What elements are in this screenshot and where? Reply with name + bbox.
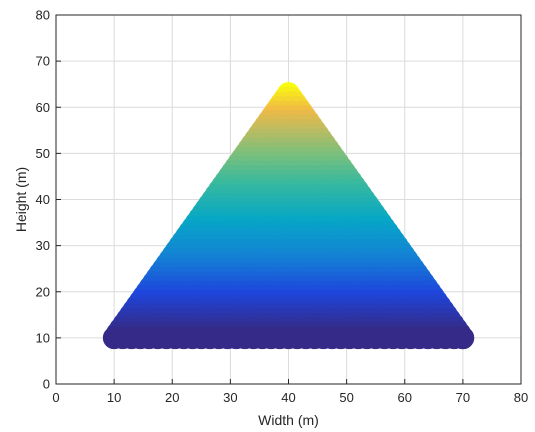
y-tick-label: 60 bbox=[36, 100, 50, 115]
y-axis-ticks: 0 10 20 30 40 50 60 70 80 bbox=[36, 8, 61, 392]
x-tick-label: 0 bbox=[52, 390, 59, 405]
x-tick-label: 50 bbox=[339, 390, 353, 405]
x-tick-label: 70 bbox=[456, 390, 470, 405]
y-tick-label: 40 bbox=[36, 192, 50, 207]
y-axis-label: Height (m) bbox=[13, 167, 29, 232]
x-tick-label: 80 bbox=[514, 390, 528, 405]
y-tick-label: 80 bbox=[36, 8, 50, 23]
y-tick-label: 0 bbox=[43, 377, 50, 392]
x-axis-label: Width (m) bbox=[258, 412, 319, 428]
x-tick-label: 20 bbox=[165, 390, 179, 405]
x-axis-ticks: 0 10 20 30 40 50 60 70 80 bbox=[52, 379, 528, 405]
scatter-points bbox=[102, 82, 475, 350]
x-tick-label: 10 bbox=[107, 390, 121, 405]
y-tick-label: 50 bbox=[36, 146, 50, 161]
x-tick-label: 40 bbox=[281, 390, 295, 405]
y-tick-label: 10 bbox=[36, 330, 50, 345]
x-tick-label: 60 bbox=[398, 390, 412, 405]
data-point bbox=[451, 326, 475, 350]
y-tick-label: 70 bbox=[36, 54, 50, 69]
y-tick-label: 20 bbox=[36, 284, 50, 299]
x-tick-label: 30 bbox=[223, 390, 237, 405]
y-tick-label: 30 bbox=[36, 238, 50, 253]
